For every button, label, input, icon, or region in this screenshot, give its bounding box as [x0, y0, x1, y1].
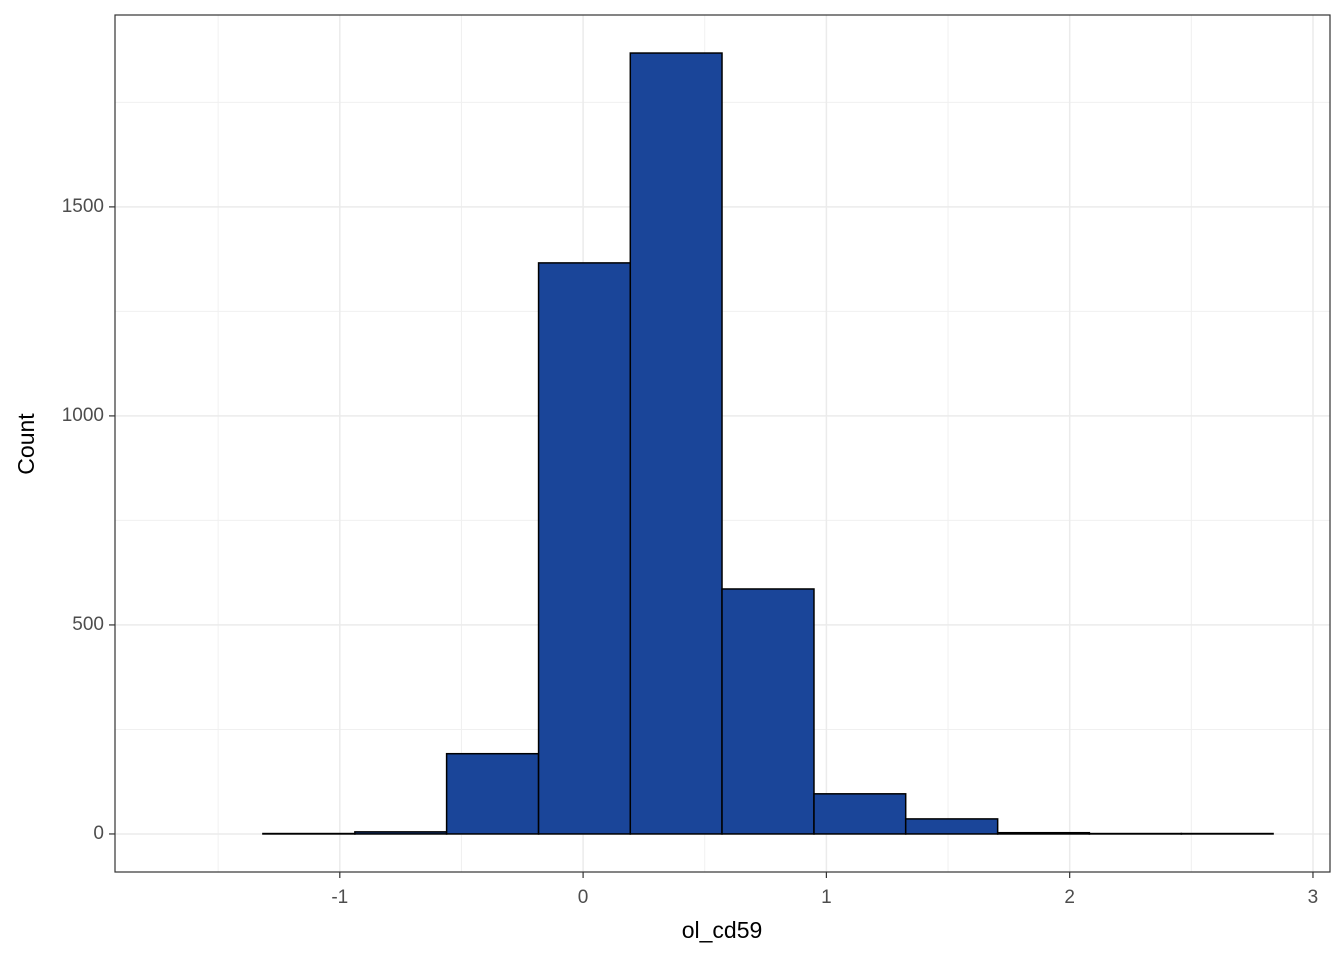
- x-tick-label: 1: [821, 887, 832, 908]
- bar: [813, 793, 907, 835]
- bar: [721, 588, 815, 835]
- bar: [354, 831, 448, 835]
- panel-border: [114, 14, 1331, 873]
- bar: [996, 831, 1091, 835]
- y-tick-label: 1000: [62, 405, 104, 426]
- y-axis-title: Count: [13, 413, 39, 475]
- y-tick-label: 1500: [62, 196, 104, 217]
- bar: [904, 818, 999, 835]
- x-tick-label: 2: [1064, 887, 1075, 908]
- x-tick-label: 3: [1308, 887, 1319, 908]
- bar: [537, 262, 632, 835]
- x-tick-label: 0: [578, 887, 589, 908]
- x-tick-label: -1: [331, 887, 348, 908]
- y-tick-label: 500: [72, 614, 104, 635]
- x-axis-title: ol_cd59: [682, 917, 763, 943]
- bar: [629, 52, 723, 835]
- bar: [445, 752, 540, 835]
- y-tick-label: 0: [93, 823, 104, 844]
